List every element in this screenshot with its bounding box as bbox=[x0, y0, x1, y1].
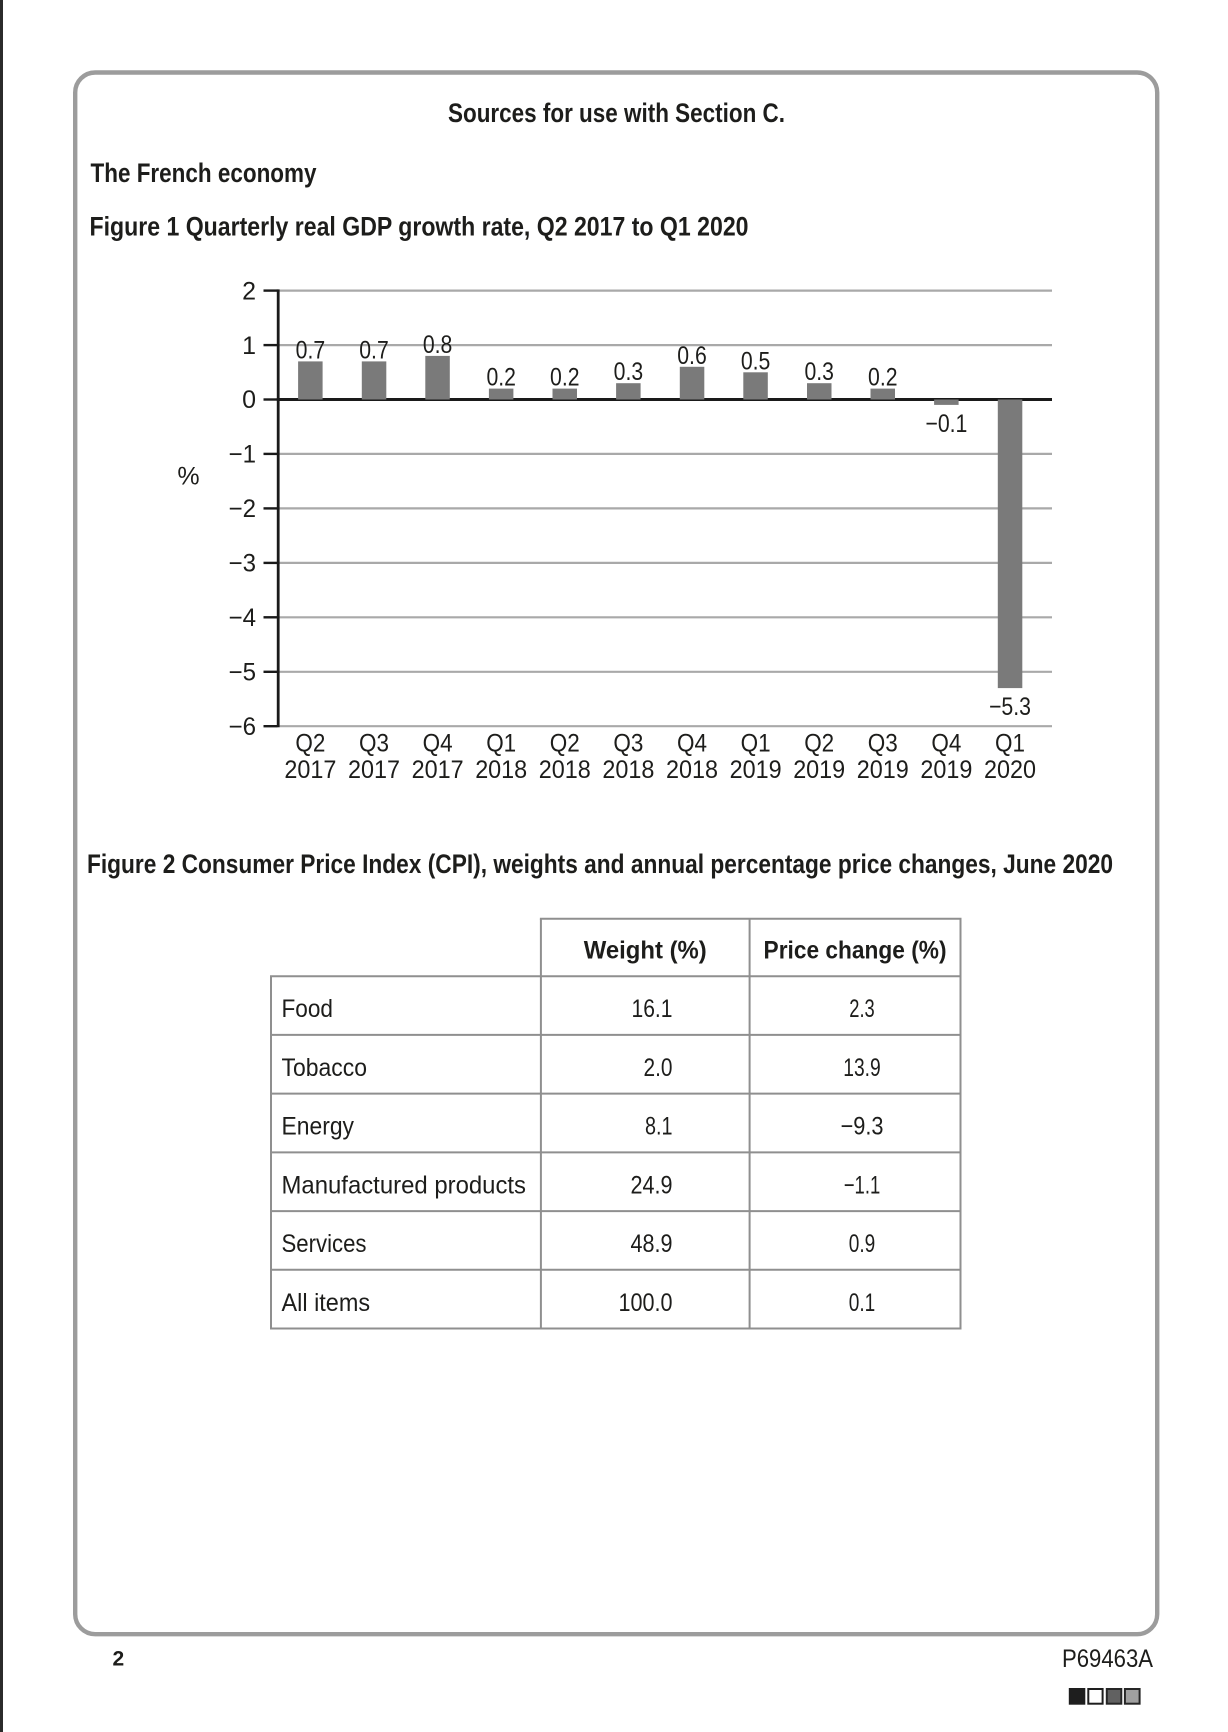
svg-text:Manufactured products: Manufactured products bbox=[282, 1171, 527, 1199]
svg-text:All items: All items bbox=[282, 1289, 371, 1317]
svg-text:−5: −5 bbox=[229, 659, 257, 687]
svg-text:Q1: Q1 bbox=[486, 730, 516, 758]
svg-text:Sources for use with Section C: Sources for use with Section C. bbox=[448, 98, 785, 128]
svg-text:Q2: Q2 bbox=[550, 730, 580, 758]
svg-text:24.9: 24.9 bbox=[631, 1171, 673, 1199]
svg-text:2018: 2018 bbox=[475, 756, 527, 784]
svg-text:2017: 2017 bbox=[348, 756, 400, 784]
svg-text:0.7: 0.7 bbox=[296, 336, 326, 364]
svg-text:0.2: 0.2 bbox=[550, 364, 580, 392]
svg-text:0.1: 0.1 bbox=[849, 1289, 876, 1317]
svg-text:Figure 2 Consumer Price Index: Figure 2 Consumer Price Index (CPI), wei… bbox=[87, 849, 1113, 879]
svg-text:0.2: 0.2 bbox=[486, 364, 516, 392]
svg-text:Q3: Q3 bbox=[359, 730, 389, 758]
svg-text:2: 2 bbox=[242, 277, 256, 305]
svg-text:8.1: 8.1 bbox=[645, 1113, 673, 1141]
svg-text:2018: 2018 bbox=[602, 756, 654, 784]
svg-text:Price change (%): Price change (%) bbox=[764, 937, 947, 965]
svg-text:Q4: Q4 bbox=[931, 730, 961, 758]
svg-text:13.9: 13.9 bbox=[843, 1054, 881, 1082]
svg-text:Tobacco: Tobacco bbox=[282, 1054, 368, 1082]
svg-text:2019: 2019 bbox=[793, 756, 845, 784]
svg-text:Services: Services bbox=[282, 1230, 367, 1258]
svg-text:2019: 2019 bbox=[920, 756, 972, 784]
svg-text:Q3: Q3 bbox=[613, 730, 643, 758]
svg-text:−1.1: −1.1 bbox=[844, 1171, 881, 1199]
svg-text:2017: 2017 bbox=[412, 756, 464, 784]
svg-text:−5.3: −5.3 bbox=[989, 693, 1031, 721]
svg-text:Energy: Energy bbox=[282, 1113, 355, 1141]
svg-text:−3: −3 bbox=[229, 550, 257, 578]
svg-text:Q1: Q1 bbox=[995, 730, 1025, 758]
svg-text:%: % bbox=[177, 463, 199, 491]
svg-text:16.1: 16.1 bbox=[632, 995, 673, 1023]
svg-text:0.3: 0.3 bbox=[804, 358, 834, 386]
svg-text:−0.1: −0.1 bbox=[925, 410, 967, 438]
svg-text:−2: −2 bbox=[229, 495, 257, 523]
svg-text:Q4: Q4 bbox=[423, 730, 453, 758]
svg-text:P69463A: P69463A bbox=[1062, 1645, 1153, 1673]
svg-text:Figure 1 Quarterly real GDP gr: Figure 1 Quarterly real GDP growth rate,… bbox=[90, 212, 749, 242]
svg-text:0.3: 0.3 bbox=[614, 358, 644, 386]
svg-text:−9.3: −9.3 bbox=[841, 1113, 884, 1141]
svg-text:1: 1 bbox=[242, 332, 256, 360]
svg-text:Q2: Q2 bbox=[295, 730, 325, 758]
svg-text:0.2: 0.2 bbox=[868, 364, 898, 392]
svg-text:2: 2 bbox=[113, 1648, 125, 1671]
svg-text:2.3: 2.3 bbox=[849, 995, 875, 1023]
svg-text:Q3: Q3 bbox=[868, 730, 898, 758]
svg-text:−1: −1 bbox=[229, 441, 257, 469]
svg-text:2.0: 2.0 bbox=[644, 1054, 673, 1082]
svg-text:2018: 2018 bbox=[666, 756, 718, 784]
svg-text:0.9: 0.9 bbox=[849, 1230, 876, 1258]
svg-text:0.8: 0.8 bbox=[423, 331, 453, 359]
svg-text:The French economy: The French economy bbox=[91, 158, 317, 188]
svg-text:2018: 2018 bbox=[539, 756, 591, 784]
svg-text:2019: 2019 bbox=[730, 756, 782, 784]
svg-text:Weight (%): Weight (%) bbox=[584, 937, 707, 965]
svg-text:Q2: Q2 bbox=[804, 730, 834, 758]
svg-text:0.5: 0.5 bbox=[741, 347, 771, 375]
svg-text:Q1: Q1 bbox=[741, 730, 771, 758]
svg-text:Q4: Q4 bbox=[677, 730, 707, 758]
svg-text:0: 0 bbox=[242, 386, 256, 414]
svg-text:Food: Food bbox=[282, 995, 334, 1023]
svg-text:−4: −4 bbox=[229, 604, 257, 632]
svg-text:0.7: 0.7 bbox=[359, 336, 389, 364]
svg-text:48.9: 48.9 bbox=[631, 1230, 673, 1258]
svg-text:100.0: 100.0 bbox=[619, 1289, 673, 1317]
svg-text:2017: 2017 bbox=[284, 756, 336, 784]
svg-text:2019: 2019 bbox=[857, 756, 909, 784]
svg-text:0.6: 0.6 bbox=[677, 342, 707, 370]
svg-text:−6: −6 bbox=[229, 713, 257, 741]
svg-text:2020: 2020 bbox=[984, 756, 1036, 784]
